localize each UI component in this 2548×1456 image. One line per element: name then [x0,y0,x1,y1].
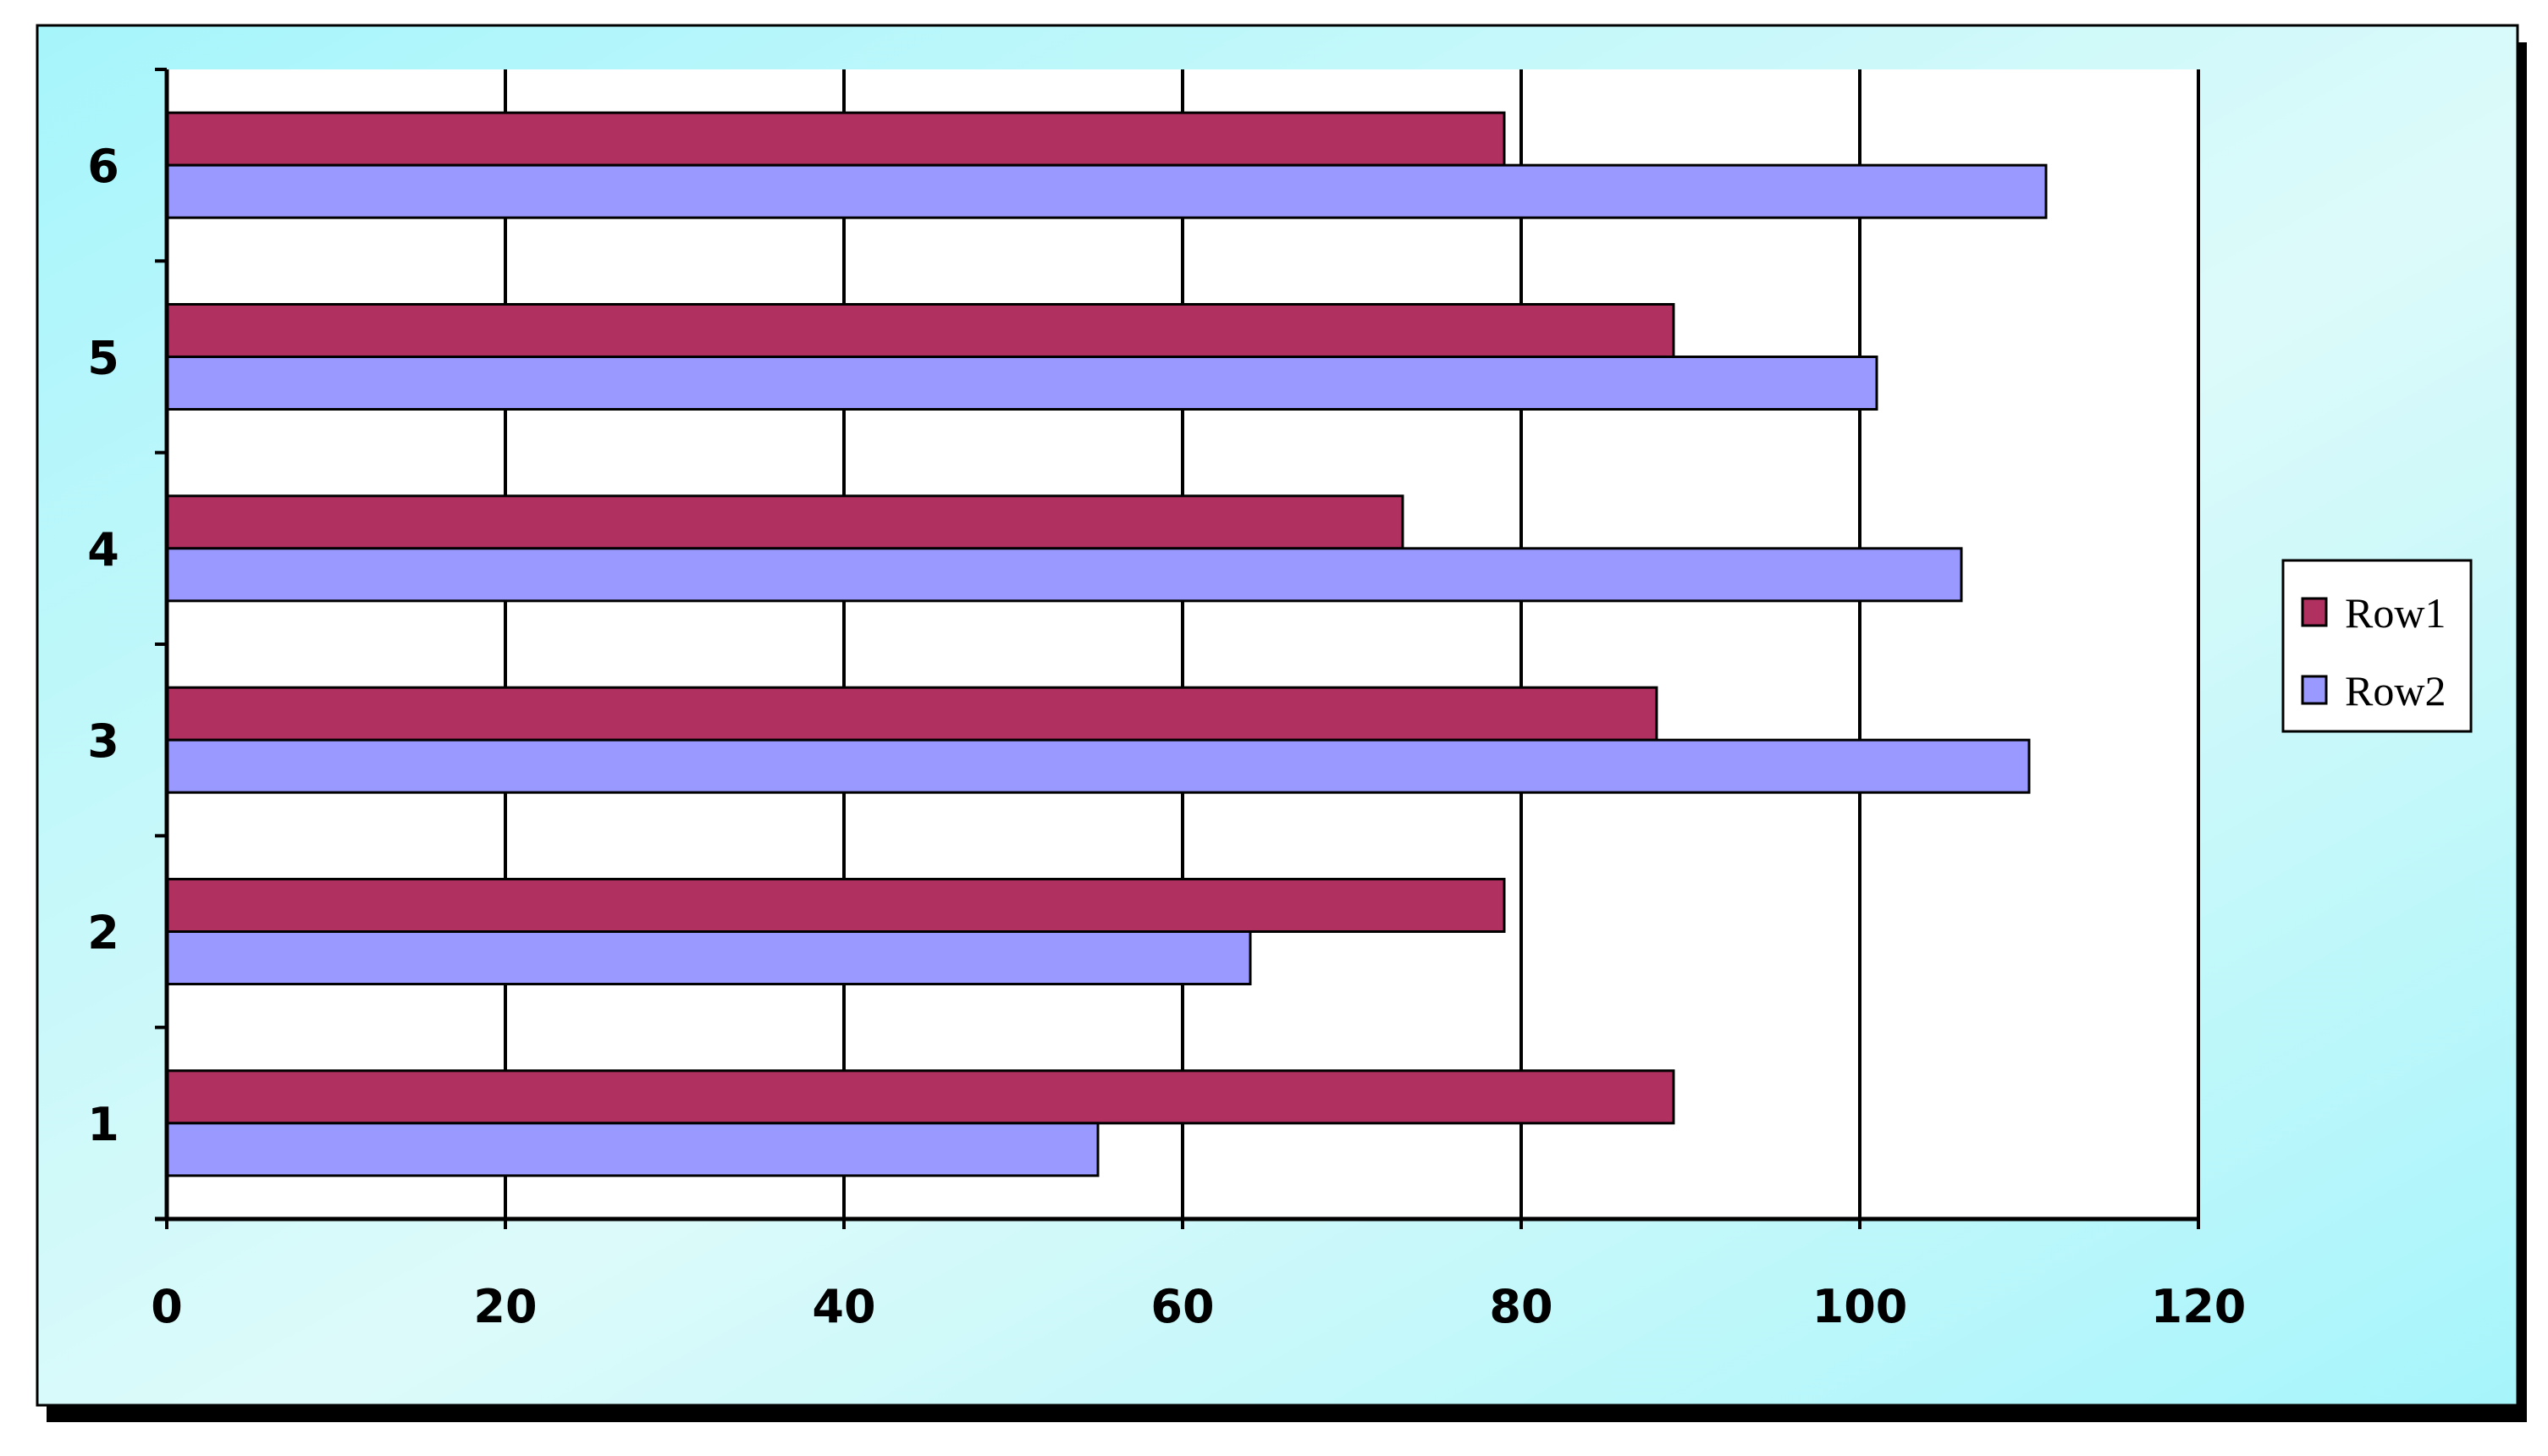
y-tick-label: 4 [87,523,119,576]
bar-row1-cat-4 [165,494,1404,550]
bar-row2-cat-5 [165,356,1878,411]
bar-row1-cat-3 [165,686,1658,742]
x-tick-label: 0 [151,1280,183,1333]
x-tick-label: 120 [2151,1280,2247,1333]
legend-label-row2: Row2 [2345,667,2446,714]
bar-row1-cat-5 [165,303,1675,358]
x-tick-label: 80 [1489,1280,1553,1333]
x-tick-label: 100 [1812,1280,1908,1333]
gridlines [504,69,2200,1219]
bar-row2-cat-1 [165,1122,1100,1177]
bar-row2-cat-2 [165,930,1252,985]
y-tick-label: 3 [87,714,119,768]
y-tick-label: 6 [87,140,119,193]
bar-row2-cat-3 [165,738,2031,794]
bars [165,111,2048,1177]
y-tick-label: 2 [87,907,119,960]
legend-swatch-row2 [2301,675,2328,705]
axes: 0 20 40 60 80 100 120 1 2 3 4 5 6 [87,68,2247,1333]
x-tick-label: 20 [473,1280,537,1333]
x-tick-label: 40 [812,1280,875,1333]
x-tick-label: 60 [1150,1280,1214,1333]
bar-row2-cat-6 [165,163,2048,219]
y-tick-label: 1 [87,1098,119,1151]
bar-row1-cat-2 [165,878,1506,933]
bar-row2-cat-4 [165,547,1963,603]
legend-label-row1: Row1 [2345,589,2446,637]
legend: Row1 Row2 [2281,559,2473,733]
bar-row1-cat-6 [165,111,1506,167]
bar-row1-cat-1 [165,1069,1675,1125]
legend-swatch-row1 [2301,597,2328,627]
y-tick-label: 5 [87,332,119,385]
